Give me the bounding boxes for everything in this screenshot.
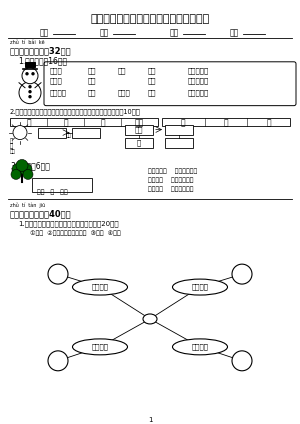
Circle shape	[29, 96, 31, 98]
Circle shape	[13, 126, 27, 139]
Circle shape	[16, 159, 28, 171]
Text: 打: 打	[266, 119, 271, 128]
FancyBboxPatch shape	[44, 62, 296, 106]
Text: 大大的: 大大的	[50, 68, 63, 74]
FancyBboxPatch shape	[165, 125, 193, 134]
Text: zhǔ  tí  bǎi  kē: zhǔ tí bǎi kē	[10, 40, 45, 45]
FancyBboxPatch shape	[25, 62, 35, 67]
Text: 大大的眼睛: 大大的眼睛	[188, 90, 209, 96]
Text: 1.选一选，把思维导图填完整。（填序号，20分）: 1.选一选，把思维导图填完整。（填序号，20分）	[18, 220, 118, 227]
Text: 长长的: 长长的	[50, 78, 63, 84]
Text: 冰雹: 冰雹	[135, 119, 144, 128]
Circle shape	[48, 264, 68, 284]
FancyBboxPatch shape	[72, 128, 100, 137]
Circle shape	[232, 264, 252, 284]
Text: 雾: 雾	[100, 119, 105, 128]
Circle shape	[12, 164, 24, 176]
Text: 总分: 总分	[230, 28, 239, 37]
Text: 二年级语文上册《大自然的秘密》主题卷: 二年级语文上册《大自然的秘密》主题卷	[90, 14, 210, 24]
Circle shape	[29, 91, 31, 93]
Circle shape	[32, 73, 34, 75]
Text: 放着: 放着	[148, 78, 157, 84]
Text: 小蝌蚪: 小蝌蚪	[118, 90, 131, 96]
FancyBboxPatch shape	[38, 128, 66, 137]
Text: 在江河里: 在江河里	[92, 343, 109, 350]
Text: 遇冷: 遇冷	[66, 133, 72, 137]
Text: 在池子里: 在池子里	[92, 284, 109, 290]
Text: 雪白的肚皮: 雪白的肚皮	[188, 68, 209, 74]
Circle shape	[23, 170, 33, 179]
Text: 鱼: 鱼	[148, 315, 152, 324]
Text: ①散步  ②跳舞、唱歌、开大会  ③草地  ④睡觉: ①散步 ②跳舞、唱歌、开大会 ③草地 ④睡觉	[30, 230, 121, 236]
Text: 1: 1	[148, 417, 152, 423]
Text: 考号: 考号	[100, 28, 109, 37]
Text: 冰雹: 冰雹	[135, 126, 143, 133]
Ellipse shape	[172, 339, 227, 355]
FancyBboxPatch shape	[125, 125, 153, 134]
Circle shape	[11, 170, 21, 179]
FancyBboxPatch shape	[10, 117, 158, 126]
Circle shape	[232, 351, 252, 371]
Text: zhǔ  tí  tàn  jiū: zhǔ tí tàn jiū	[10, 202, 45, 208]
Text: 藏着: 藏着	[148, 90, 157, 96]
Text: 冰: 冰	[10, 138, 13, 144]
Text: 二、主题探究。（40分）: 二、主题探究。（40分）	[10, 209, 72, 218]
Text: 尾巴: 尾巴	[88, 90, 97, 96]
Text: 露: 露	[181, 119, 186, 128]
Text: 脑袋: 脑袋	[88, 78, 97, 84]
FancyBboxPatch shape	[125, 137, 153, 148]
Text: 苍耳草（    ）传播种子，: 苍耳草（ ）传播种子，	[148, 177, 194, 183]
Text: 班级: 班级	[40, 28, 49, 37]
Text: 1.连一连。（16分）: 1.连一连。（16分）	[18, 57, 67, 66]
Text: 身子: 身子	[88, 68, 97, 74]
Circle shape	[29, 86, 31, 88]
Text: 姓名: 姓名	[170, 28, 179, 37]
FancyBboxPatch shape	[32, 179, 92, 192]
Circle shape	[26, 73, 28, 75]
Text: 蒲公英靠（    ）传播种子，: 蒲公英靠（ ）传播种子，	[148, 168, 197, 174]
Text: 3.填空。（6分）: 3.填空。（6分）	[10, 162, 50, 170]
Text: 水: 水	[63, 119, 68, 128]
Text: 一、主题百科。（32分）: 一、主题百科。（32分）	[10, 47, 72, 56]
Text: 2.看图，照样子填一填水的形态变化，再填出相对应的动词。（10分）: 2.看图，照样子填一填水的形态变化，再填出相对应的动词。（10分）	[10, 109, 141, 115]
Ellipse shape	[172, 279, 227, 295]
Text: 太阳   风   动物: 太阳 风 动物	[37, 190, 68, 195]
Text: 霜: 霜	[224, 119, 228, 128]
Ellipse shape	[143, 314, 157, 324]
Text: 冰: 冰	[26, 119, 31, 128]
Circle shape	[20, 164, 32, 176]
Text: 藏着: 藏着	[148, 68, 157, 74]
Ellipse shape	[73, 279, 128, 295]
Text: 蒸发: 蒸发	[10, 148, 16, 153]
Ellipse shape	[73, 339, 128, 355]
Text: 绿绿的衣裳: 绿绿的衣裳	[188, 78, 209, 84]
Text: 在小溪里: 在小溪里	[191, 284, 208, 290]
FancyBboxPatch shape	[165, 137, 193, 148]
Circle shape	[22, 68, 38, 84]
Text: 豌豆靠（    ）传播种子。: 豌豆靠（ ）传播种子。	[148, 187, 194, 192]
Text: 打: 打	[137, 139, 141, 146]
Circle shape	[48, 351, 68, 371]
FancyBboxPatch shape	[162, 117, 290, 126]
Circle shape	[19, 82, 41, 103]
Text: 黑灰色的: 黑灰色的	[50, 90, 67, 96]
Text: 水: 水	[10, 143, 13, 148]
Text: 青蛙: 青蛙	[118, 68, 127, 74]
Text: 在海洋里: 在海洋里	[191, 343, 208, 350]
